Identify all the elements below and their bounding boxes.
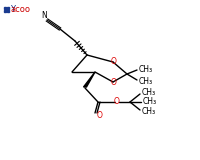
Text: O: O [114,96,120,105]
Text: O: O [97,111,103,120]
Text: CH₃: CH₃ [139,76,153,85]
Bar [4,7,6,9]
Bar [5,8,8,11]
Text: CH₃: CH₃ [143,96,157,105]
Bar [4,10,6,12]
Text: acoo: acoo [10,5,30,14]
Text: CH₃: CH₃ [142,88,156,96]
Polygon shape [84,72,95,87]
Text: CH₃: CH₃ [139,64,153,73]
Text: N: N [41,11,47,20]
Bar [7,7,9,9]
Text: Y: Y [11,5,16,14]
Bar [7,10,9,12]
Text: O: O [111,56,117,65]
Text: O: O [111,77,117,87]
Text: CH₃: CH₃ [142,107,156,116]
